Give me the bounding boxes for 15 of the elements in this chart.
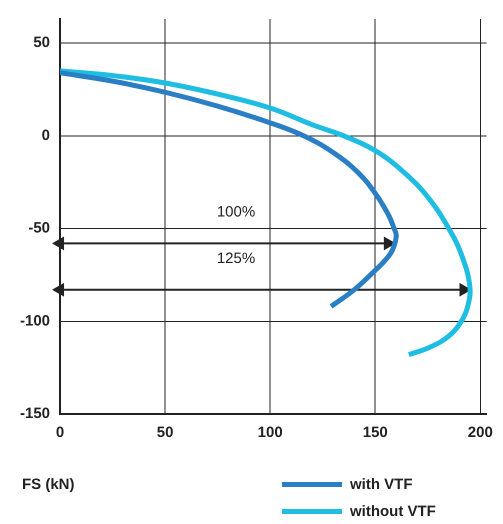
x-tick-label: 200 (468, 424, 493, 442)
legend-label: without VTF (350, 503, 436, 520)
x-axis-title: FS (kN) (22, 476, 74, 493)
y-tick-label: -50 (28, 220, 50, 237)
annotation: 125% (216, 250, 256, 267)
y-tick-label: 50 (33, 34, 50, 52)
x-tick-label: 150 (362, 424, 388, 442)
x-tick-label: 100 (258, 424, 283, 442)
y-tick-label: -100 (20, 312, 50, 330)
annotation: 100% (216, 204, 256, 221)
legend-label: with VTF (350, 476, 412, 493)
x-tick-label: 50 (156, 424, 174, 442)
x-tick-label: 0 (56, 424, 64, 442)
y-tick-label: 0 (42, 126, 50, 144)
y-tick-label: -150 (20, 405, 50, 422)
